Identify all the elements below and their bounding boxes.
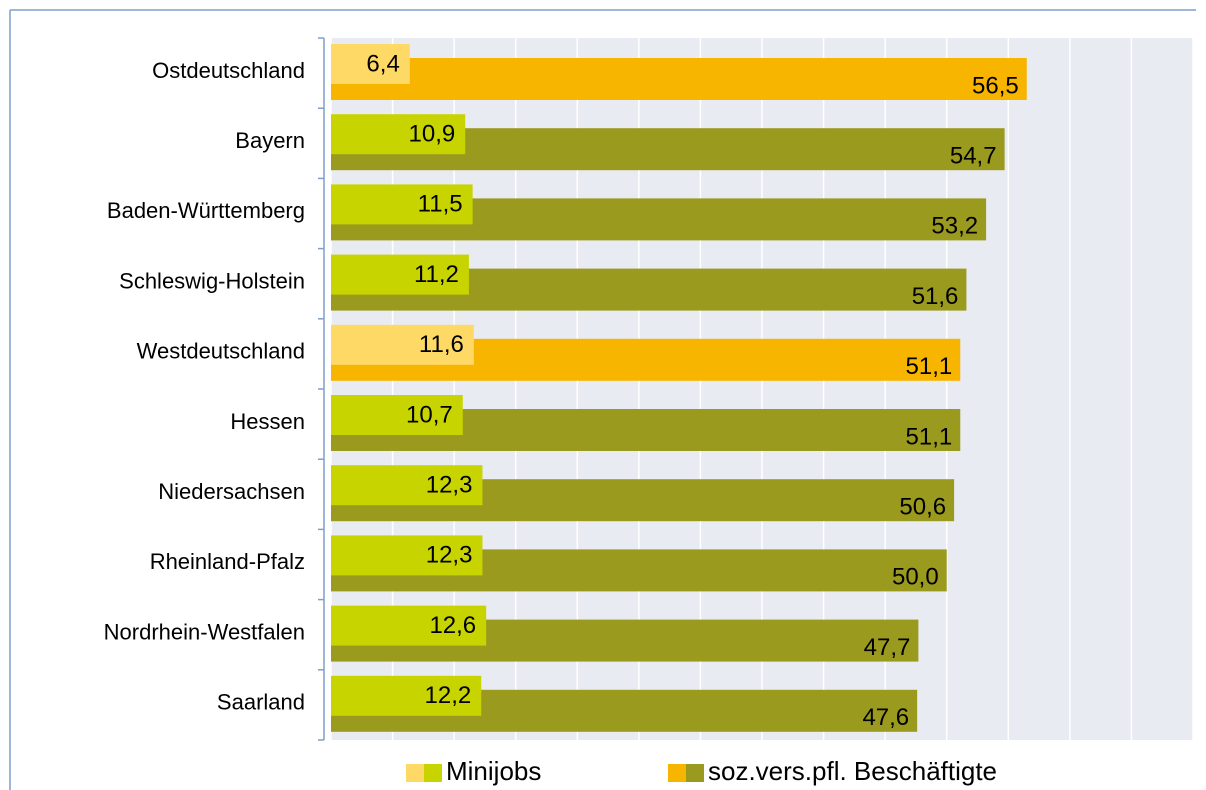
bar xyxy=(331,254,469,295)
legend-swatch xyxy=(406,764,424,782)
legend-swatch xyxy=(686,764,704,782)
value-label: 56,5 xyxy=(972,72,1019,99)
bar xyxy=(331,114,466,155)
category-label: Westdeutschland xyxy=(137,339,305,364)
legend-swatch xyxy=(668,764,686,782)
bar xyxy=(331,465,483,506)
bar xyxy=(331,395,463,435)
value-label: 51,1 xyxy=(906,423,953,450)
value-label: 10,9 xyxy=(409,121,456,148)
category-label: Baden-Württemberg xyxy=(107,198,305,223)
legend-label: soz.vers.pfl. Beschäftigte xyxy=(708,756,997,786)
value-label: 54,7 xyxy=(950,143,997,170)
category-label: Saarland xyxy=(217,690,305,715)
value-label: 10,7 xyxy=(406,401,453,428)
value-label: 6,4 xyxy=(366,50,399,77)
value-label: 51,6 xyxy=(912,283,959,310)
value-label: 12,3 xyxy=(426,542,473,569)
legend-label: Minijobs xyxy=(446,756,541,786)
value-label: 12,6 xyxy=(429,612,476,639)
category-label: Rheinland-Pfalz xyxy=(150,549,305,574)
value-label: 53,2 xyxy=(931,213,978,240)
value-label: 50,6 xyxy=(899,494,946,521)
bar xyxy=(331,535,483,576)
bar xyxy=(331,44,410,84)
bar xyxy=(331,184,473,225)
value-label: 51,1 xyxy=(906,353,953,380)
value-label: 47,7 xyxy=(864,634,911,661)
bar xyxy=(331,675,482,716)
value-label: 11,6 xyxy=(419,331,464,358)
bar xyxy=(331,58,1027,100)
category-label: Schleswig-Holstein xyxy=(119,268,305,293)
value-label: 47,6 xyxy=(862,704,909,731)
category-label: Ostdeutschland xyxy=(152,58,305,83)
value-label: 12,3 xyxy=(426,472,473,499)
bar xyxy=(331,605,487,646)
category-label: Nordrhein-Westfalen xyxy=(104,619,305,644)
category-label: Niedersachsen xyxy=(158,479,305,504)
value-label: 11,2 xyxy=(414,261,459,288)
value-label: 11,5 xyxy=(418,191,463,218)
value-label: 12,2 xyxy=(425,682,472,709)
bar xyxy=(331,324,474,365)
legend-swatch xyxy=(424,764,442,782)
category-label: Bayern xyxy=(235,128,305,153)
value-label: 50,0 xyxy=(892,564,939,591)
category-label: Hessen xyxy=(230,409,305,434)
